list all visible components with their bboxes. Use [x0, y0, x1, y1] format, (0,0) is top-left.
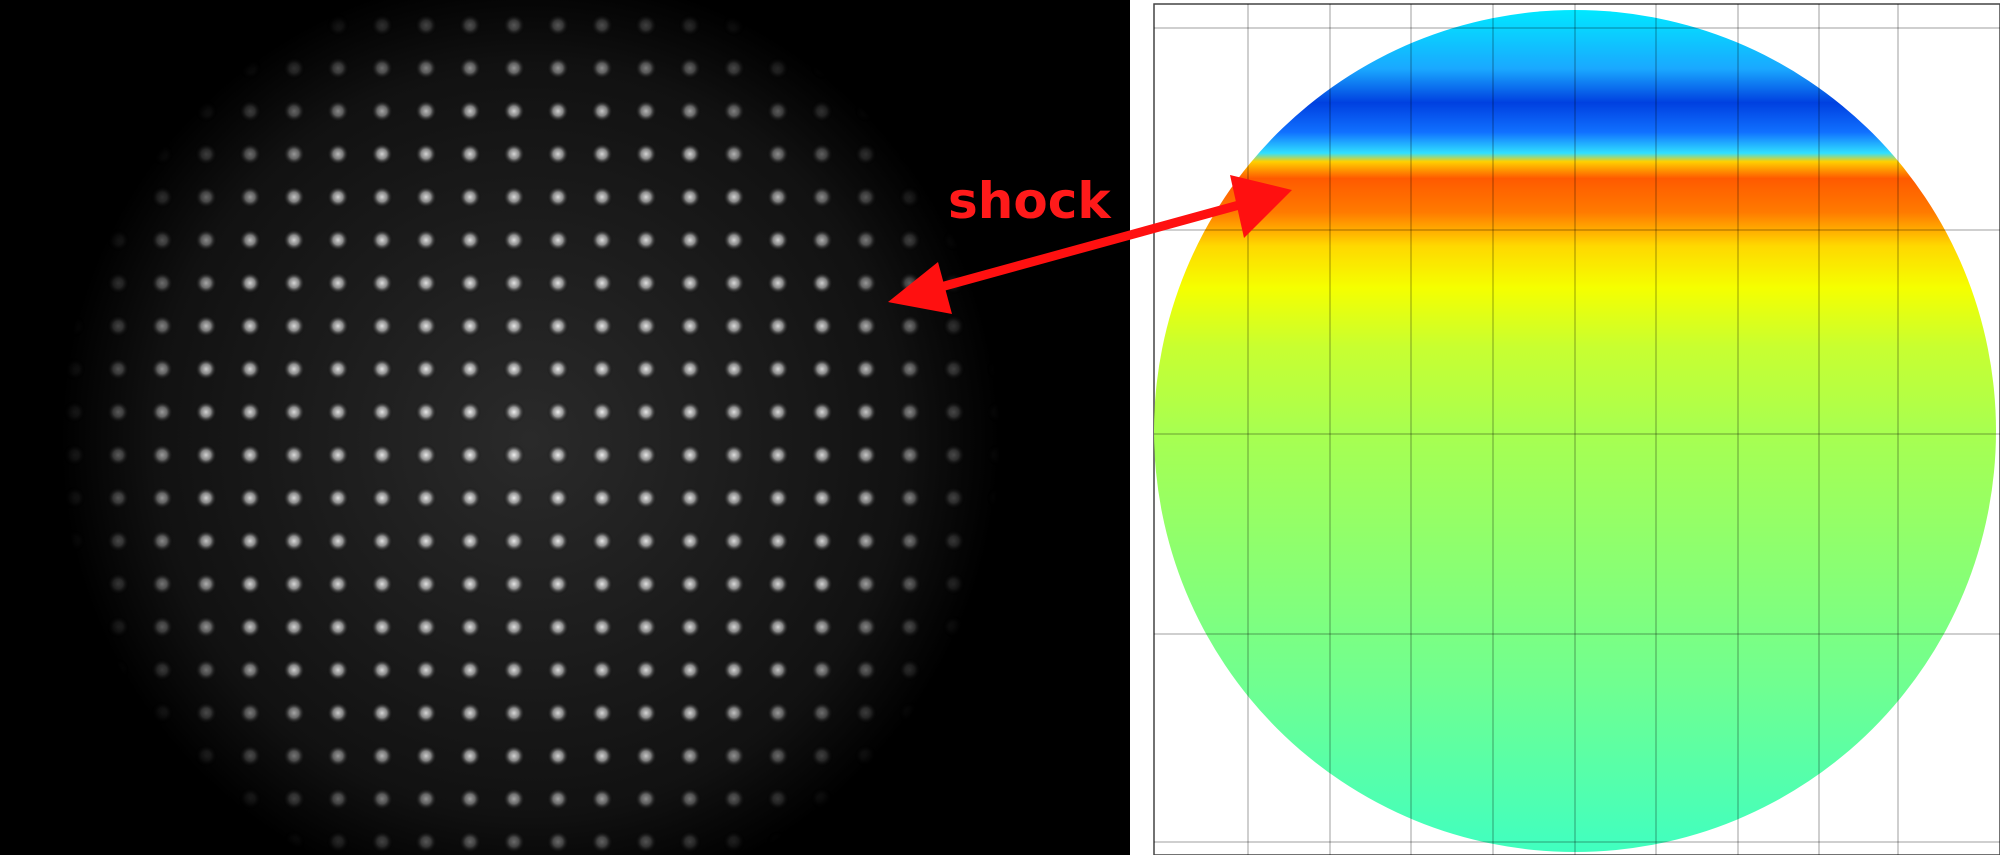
arrow-head — [1230, 175, 1292, 238]
wavefront-map — [1153, 3, 2000, 855]
arrow-head — [888, 262, 952, 314]
wavefront-disk — [1154, 10, 1996, 852]
arrow-shaft — [928, 197, 1252, 295]
annotation-label: shock — [948, 172, 1112, 230]
spot-grid — [0, 0, 1130, 855]
spot-image — [0, 0, 1130, 855]
grid — [1154, 4, 2000, 855]
shock-annotation: shock — [888, 172, 1292, 314]
